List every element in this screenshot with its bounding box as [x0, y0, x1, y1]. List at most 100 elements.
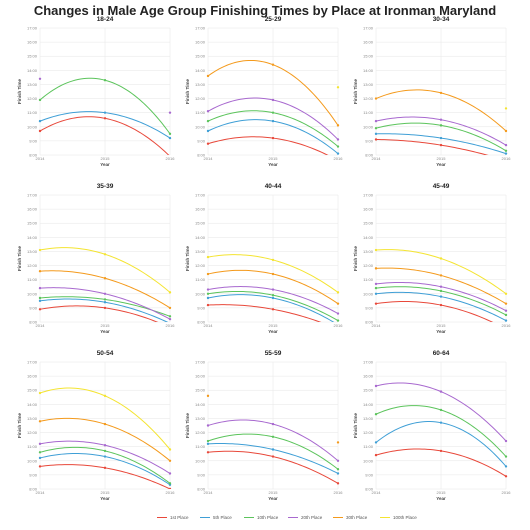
- data-point: [38, 456, 42, 460]
- data-point: [439, 257, 443, 260]
- data-point: [168, 291, 172, 294]
- data-point: [206, 394, 210, 398]
- x-tick-label: 2014: [204, 323, 214, 328]
- legend-swatch: [288, 517, 298, 518]
- y-tick-label: 9:00: [29, 138, 38, 143]
- legend-swatch: [157, 517, 167, 518]
- x-tick-label: 2016: [166, 323, 176, 328]
- y-tick-label: 10:00: [27, 458, 38, 463]
- y-tick-label: 13:00: [363, 249, 374, 254]
- y-tick-label: 17:00: [363, 360, 374, 365]
- data-point: [103, 298, 107, 301]
- data-point: [206, 255, 210, 259]
- data-point: [504, 439, 508, 443]
- data-point: [103, 111, 107, 114]
- x-tick-label: 2015: [437, 156, 447, 161]
- y-tick-label: 13:00: [195, 249, 206, 254]
- data-point: [374, 441, 378, 444]
- x-tick-label: 2014: [204, 490, 214, 495]
- y-tick-label: 17:00: [27, 26, 38, 31]
- y-tick-label: 10:00: [27, 124, 38, 129]
- plot-area: [374, 382, 508, 478]
- y-tick-label: 16:00: [27, 207, 38, 212]
- data-point: [439, 274, 443, 277]
- data-point: [504, 455, 508, 458]
- plot-area: [206, 59, 340, 155]
- x-tick-label: 2016: [334, 156, 344, 161]
- y-tick-label: 9:00: [29, 472, 38, 477]
- data-point: [103, 253, 107, 256]
- data-point: [38, 442, 42, 446]
- data-point: [504, 149, 508, 152]
- y-tick-label: 9:00: [365, 305, 374, 310]
- y-tick-label: 12:00: [195, 96, 206, 101]
- chart-title: 18-24: [97, 16, 114, 23]
- data-point: [374, 302, 378, 305]
- y-axis-label: Finish Time: [353, 79, 358, 104]
- data-point: [206, 74, 210, 78]
- x-tick-label: 2015: [101, 490, 111, 495]
- data-point: [504, 107, 508, 110]
- x-tick-label: 2016: [334, 490, 344, 495]
- data-point: [168, 459, 172, 462]
- y-axis-label: Finish Time: [17, 246, 22, 271]
- data-point: [336, 86, 340, 89]
- y-tick-label: 8:00: [197, 487, 206, 492]
- y-tick-label: 16:00: [195, 40, 206, 45]
- x-tick-label: 2014: [36, 490, 46, 495]
- y-tick-label: 16:00: [363, 374, 374, 379]
- y-tick-label: 9:00: [365, 472, 374, 477]
- x-axis-label: Year: [436, 496, 446, 501]
- data-point: [504, 129, 508, 133]
- y-tick-label: 15:00: [27, 54, 38, 59]
- chart-panel: 30-34 8:00 9:00 10:00 11:00 12:00 13:00 14:00 15…: [353, 16, 511, 167]
- y-tick-label: 15:00: [195, 388, 206, 393]
- data-point: [504, 302, 508, 305]
- data-point: [206, 292, 210, 295]
- data-point: [504, 319, 508, 322]
- y-axis-label: Finish Time: [17, 79, 22, 104]
- y-tick-label: 10:00: [363, 291, 374, 296]
- data-point: [38, 248, 42, 252]
- data-point: [374, 126, 378, 130]
- legend-label: 10th Place: [257, 515, 279, 520]
- data-point: [168, 315, 172, 318]
- data-point: [38, 451, 42, 454]
- y-tick-label: 14:00: [363, 402, 374, 407]
- y-tick-label: 14:00: [363, 68, 374, 73]
- x-axis-label: Year: [268, 162, 278, 167]
- x-axis-label: Year: [268, 329, 278, 334]
- data-point: [38, 299, 42, 303]
- plot-area: [374, 248, 508, 330]
- data-point: [168, 136, 172, 140]
- y-tick-label: 13:00: [363, 82, 374, 87]
- x-tick-label: 2014: [36, 156, 46, 161]
- data-point: [505, 328, 507, 330]
- y-tick-label: 10:00: [363, 124, 374, 129]
- chart-panel: 45-49 8:00 9:00 10:00 11:00 12:00 13:00 14:00 15…: [353, 183, 511, 334]
- data-point: [374, 453, 378, 457]
- legend-item: 10th Place: [244, 515, 278, 520]
- y-tick-label: 16:00: [195, 374, 206, 379]
- data-point: [271, 136, 275, 140]
- data-point: [271, 435, 275, 438]
- plot-area: [206, 254, 340, 322]
- y-tick-label: 13:00: [195, 416, 206, 421]
- data-point: [38, 296, 42, 300]
- x-tick-label: 2016: [166, 490, 176, 495]
- data-point: [206, 119, 210, 123]
- y-tick-label: 14:00: [195, 68, 206, 73]
- y-tick-label: 13:00: [27, 82, 38, 87]
- y-tick-label: 17:00: [195, 193, 206, 198]
- y-tick-label: 12:00: [27, 430, 38, 435]
- y-tick-label: 14:00: [27, 68, 38, 73]
- data-point: [206, 439, 210, 443]
- y-tick-label: 15:00: [27, 221, 38, 226]
- legend-label: 1st Place: [170, 515, 189, 520]
- x-tick-label: 2016: [502, 490, 512, 495]
- data-point: [168, 482, 172, 485]
- data-point: [206, 129, 210, 133]
- data-point: [168, 472, 172, 475]
- y-tick-label: 16:00: [363, 207, 374, 212]
- chart-title: 45-49: [433, 183, 450, 190]
